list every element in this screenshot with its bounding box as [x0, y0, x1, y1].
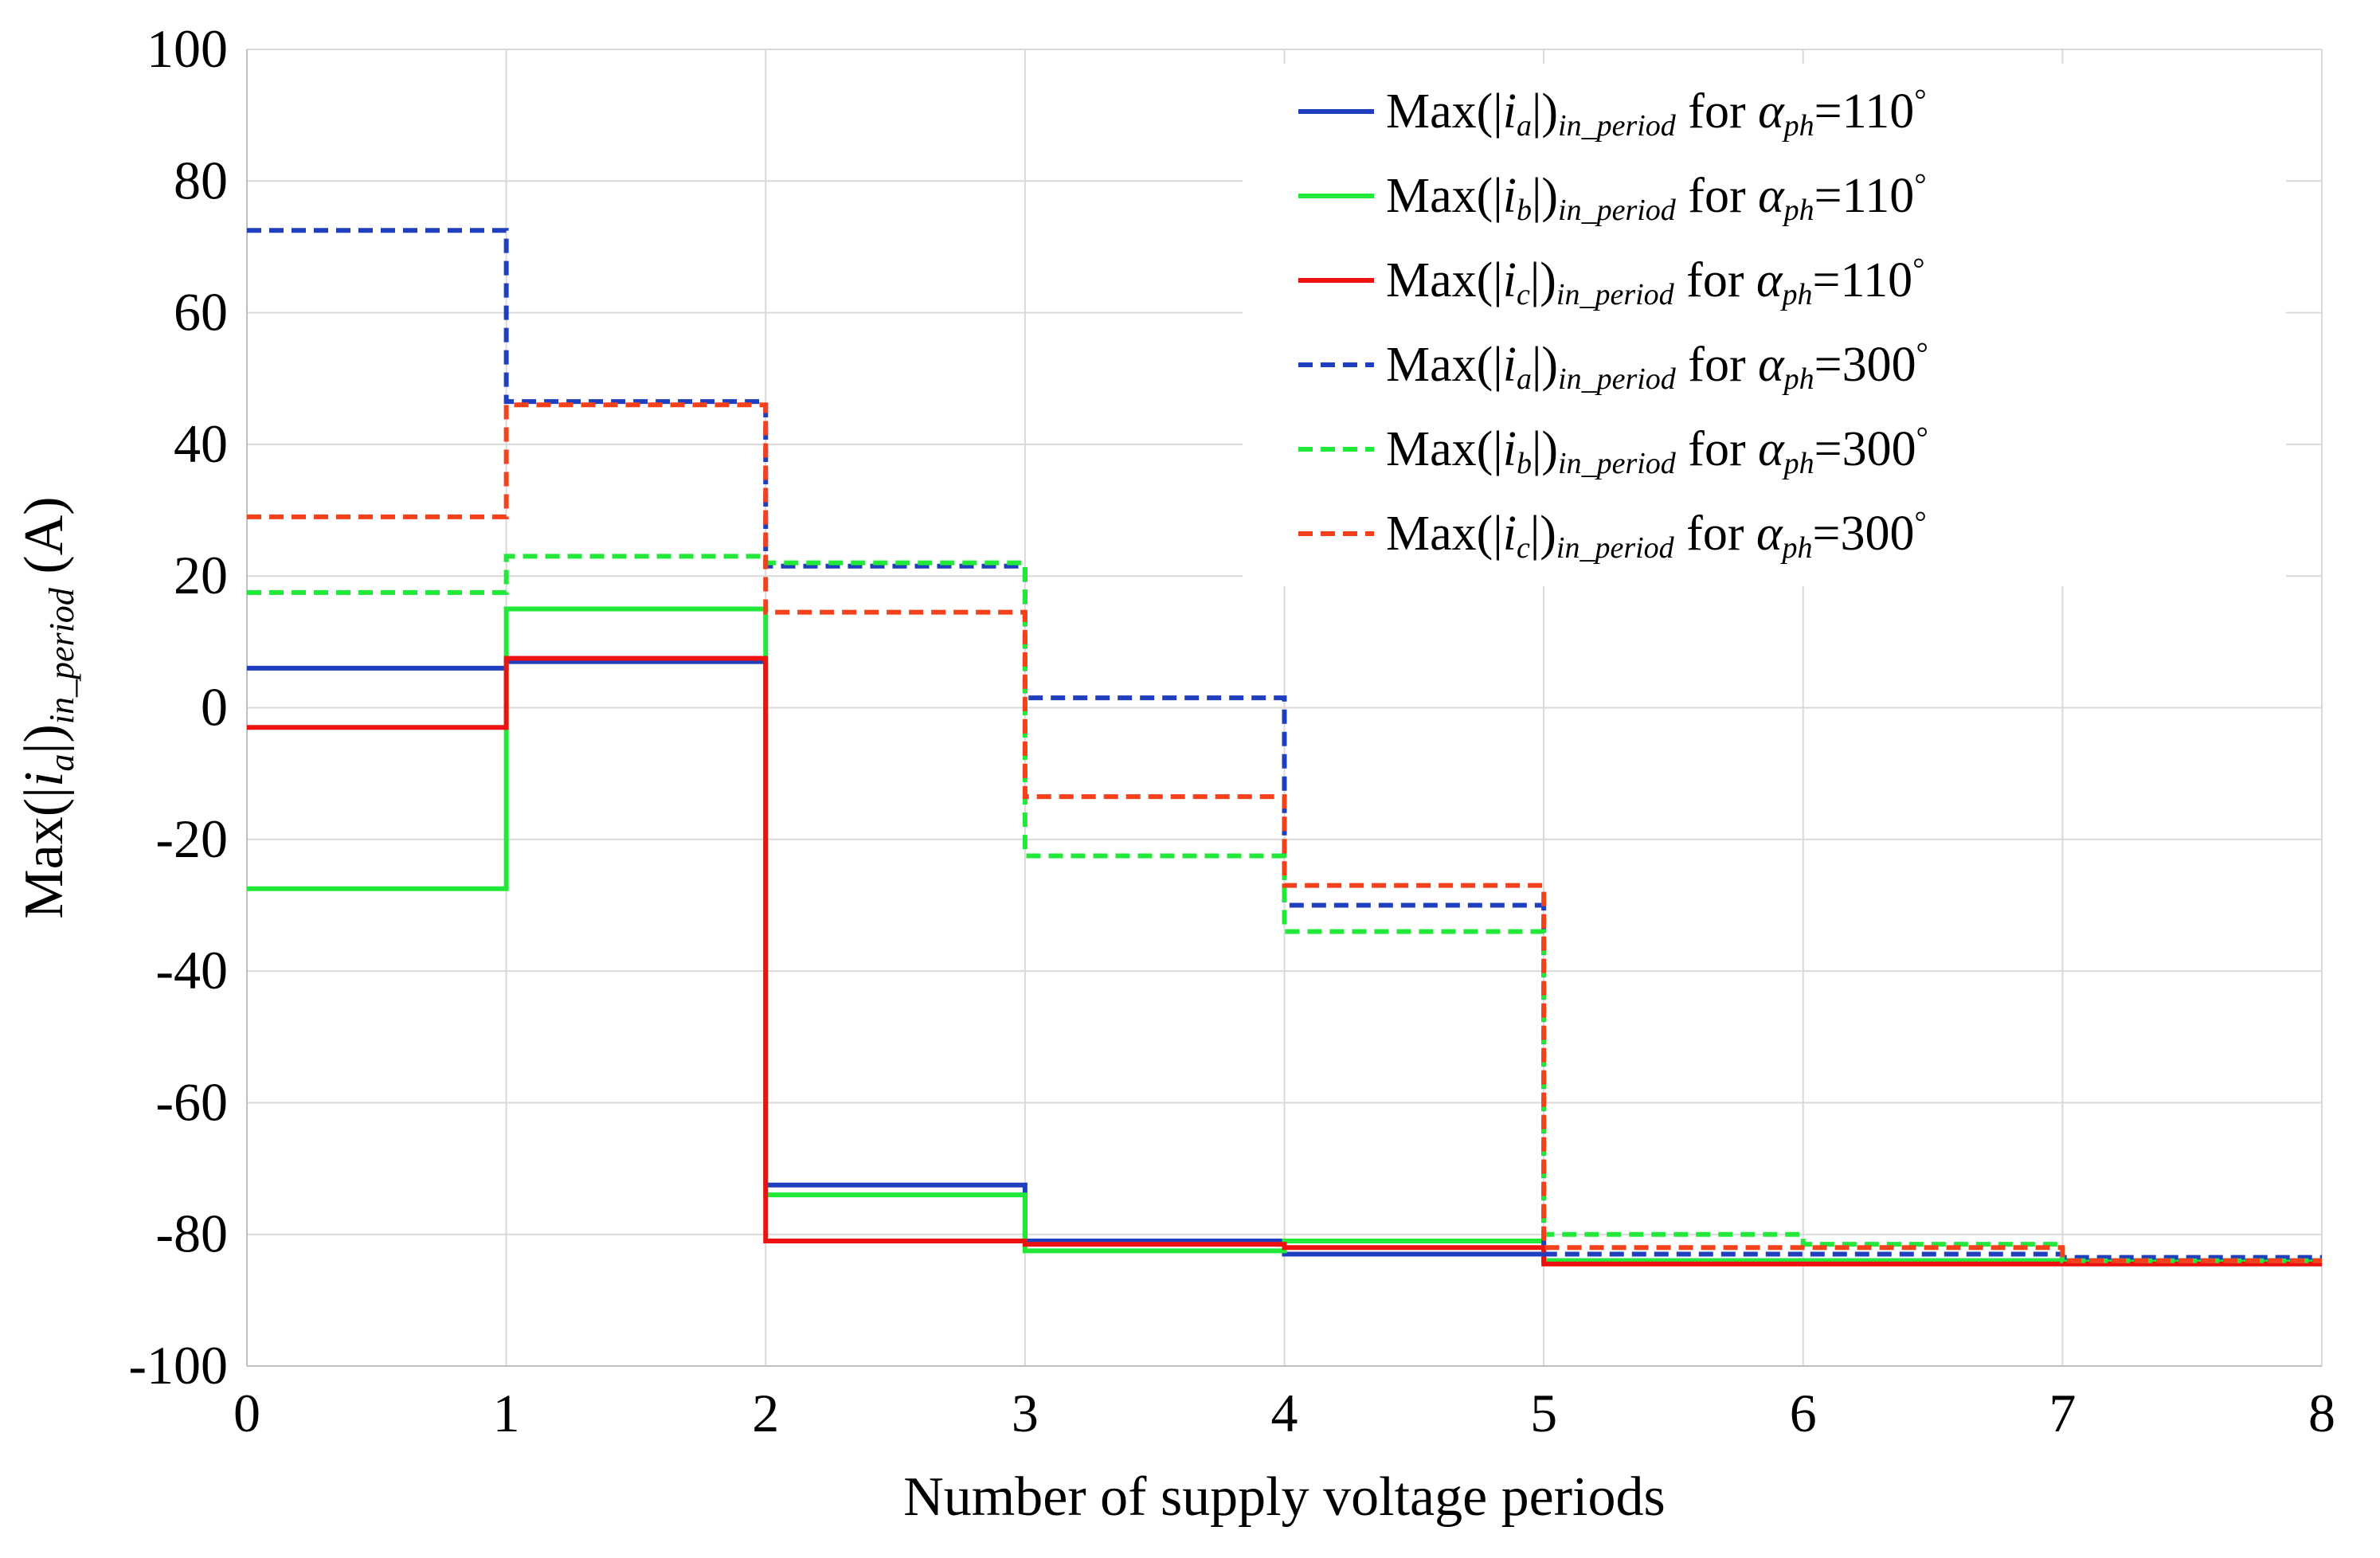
y-tick-label: 60 [174, 282, 228, 343]
y-tick-label: 0 [201, 677, 228, 738]
legend-label-ib-300: Max(|ib|)in_period for αph=300° [1386, 421, 1928, 480]
y-tick-label: 80 [174, 150, 228, 210]
x-tick-label: 3 [1012, 1383, 1039, 1443]
y-tick-label: 40 [174, 413, 228, 474]
x-tick-label: 2 [752, 1383, 779, 1443]
legend-label-ib-110: Max(|ib|)in_period for αph=110° [1386, 168, 1927, 227]
x-tick-label: 7 [2049, 1383, 2076, 1443]
legend-label-ia-110: Max(|ia|)in_period for αph=110° [1386, 84, 1927, 143]
y-tick-label: 100 [147, 18, 228, 79]
series-lines [247, 228, 2322, 1266]
legend-background [1243, 64, 2286, 586]
y-tick-labels: 100 80 60 40 20 0 -20 -40 -60 -80 -100 [128, 18, 228, 1396]
x-tick-label: 5 [1530, 1383, 1557, 1443]
y-axis-title: Max(|ia|)in_period (A) [14, 496, 81, 918]
legend: Max(|ia|)in_period for αph=110° Max(|ib|)… [1243, 64, 2286, 586]
legend-label-ia-300: Max(|ia|)in_period for αph=300° [1386, 337, 1928, 396]
legend-label-ic-110: Max(|ic|)in_period for αph=110° [1386, 252, 1924, 311]
series-line-ia-300 [247, 228, 2322, 1260]
y-tick-label: -40 [155, 940, 228, 1000]
y-tick-label: -60 [155, 1071, 228, 1132]
series-line-ic-110 [247, 656, 2322, 1266]
x-axis-title: Number of supply voltage periods [903, 1466, 1665, 1528]
y-tick-label: 20 [174, 545, 228, 605]
axes [246, 49, 2322, 1367]
x-tick-label: 8 [2308, 1383, 2335, 1443]
y-tick-label: -80 [155, 1204, 228, 1264]
series-line-ic-300 [247, 402, 2322, 1263]
y-tick-label: -100 [128, 1335, 228, 1396]
legend-label-ic-300: Max(|ic|)in_period for αph=300° [1386, 506, 1927, 565]
x-tick-label: 6 [1790, 1383, 1817, 1443]
x-tick-label: 4 [1271, 1383, 1298, 1443]
x-tick-labels: 0 1 2 3 4 5 6 7 8 [233, 1383, 2335, 1443]
series-line-ib-300 [247, 554, 2322, 1263]
x-tick-label: 0 [233, 1383, 260, 1443]
x-tick-label: 1 [493, 1383, 520, 1443]
y-tick-label: -20 [155, 808, 228, 869]
series-line-ib-110 [247, 606, 2322, 1263]
